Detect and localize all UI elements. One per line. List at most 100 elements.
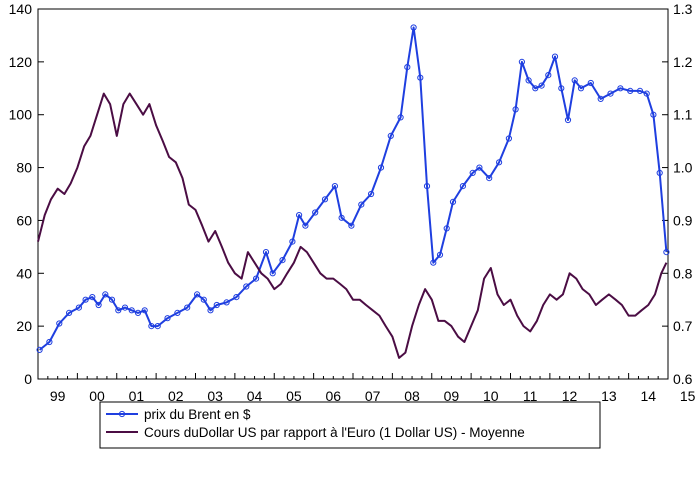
brent-point <box>643 90 650 97</box>
brent-point <box>121 304 129 311</box>
brent-point <box>627 87 634 95</box>
brent-point <box>148 323 155 330</box>
brent-point <box>469 169 476 176</box>
brent-point <box>538 82 545 89</box>
x-tick-label: 99 <box>50 388 66 404</box>
x-tick-label: 08 <box>404 388 420 404</box>
brent-point <box>194 291 201 298</box>
brent-point <box>496 159 503 166</box>
brent-point <box>321 196 329 203</box>
brent-point <box>108 296 116 303</box>
series-line-dollar <box>37 92 668 359</box>
brent-point <box>558 85 565 92</box>
brent-point <box>36 346 43 353</box>
x-tick-label: 12 <box>562 388 578 404</box>
brent-point <box>505 135 512 142</box>
brent-point <box>607 90 614 97</box>
x-tick-label: 11 <box>523 388 538 404</box>
brent-point <box>577 85 585 92</box>
brent-point <box>656 169 663 176</box>
x-tick-label: 01 <box>129 388 145 404</box>
brent-point <box>154 323 161 330</box>
plot-frame <box>37 8 669 380</box>
brent-point <box>587 79 594 87</box>
y-right-tick-label: 0.8 <box>673 265 693 281</box>
x-tick-label: 09 <box>444 388 460 404</box>
x-tick-label: 15 <box>680 388 696 404</box>
y-right-tick-label: 0.6 <box>673 371 693 387</box>
brent-point <box>512 106 519 113</box>
brent-point <box>253 275 260 282</box>
brent-point <box>89 294 96 301</box>
brent-point <box>617 85 624 92</box>
brent-point <box>443 225 450 232</box>
y-left-tick-label: 120 <box>9 54 33 70</box>
y-left-tick-label: 140 <box>9 1 33 17</box>
brent-point <box>164 315 171 322</box>
series-line-brent <box>38 26 668 351</box>
x-tick-label: 02 <box>168 388 184 404</box>
brent-point <box>525 77 532 84</box>
y-left-tick-label: 40 <box>16 265 32 281</box>
brent-point <box>82 296 89 303</box>
brent-point <box>75 304 83 311</box>
brent-point <box>56 320 63 327</box>
legend-label: prix du Brent en $ <box>144 407 251 422</box>
brent-point <box>377 164 385 171</box>
y-left-tick-label: 80 <box>16 160 32 176</box>
brent-point <box>571 77 578 84</box>
brent-point <box>233 294 240 301</box>
brent-point <box>141 307 148 314</box>
legend-label: Cours duDollar US par rapport à l'Euro (… <box>144 425 525 440</box>
brent-point <box>269 270 276 277</box>
brent-point <box>134 309 142 316</box>
brent-point <box>243 283 250 290</box>
brent-point <box>184 304 191 311</box>
brent-point <box>312 209 319 216</box>
y-right-tick-label: 0.9 <box>673 212 693 228</box>
brent-point <box>66 309 73 316</box>
brent-point <box>128 307 135 314</box>
brent-point <box>476 164 483 171</box>
y-right-tick-label: 1.3 <box>673 1 693 17</box>
brent-point <box>551 53 559 60</box>
brent-point <box>410 24 417 31</box>
x-tick-label: 05 <box>286 388 302 404</box>
y-right-tick-label: 1.1 <box>673 107 693 123</box>
brent-point <box>436 251 444 258</box>
x-tick-label: 10 <box>483 388 499 404</box>
brent-point <box>459 183 466 190</box>
brent-point <box>449 198 457 205</box>
brent-point <box>532 85 539 92</box>
x-tick-label: 04 <box>247 388 263 404</box>
brent-point <box>423 183 431 190</box>
x-tick-label: 07 <box>365 388 381 404</box>
y-left-tick-label: 0 <box>24 371 32 387</box>
x-tick-label: 06 <box>326 388 342 404</box>
x-tick-label: 00 <box>89 388 105 404</box>
brent-point <box>46 338 53 346</box>
brent-point <box>296 212 303 219</box>
brent-point <box>663 249 670 256</box>
y-left-tick-label: 20 <box>16 318 32 334</box>
brent-point <box>564 116 572 124</box>
brent-point <box>200 296 207 303</box>
brent-point <box>636 87 644 95</box>
brent-point <box>417 74 424 81</box>
y-left-tick-label: 100 <box>9 107 33 123</box>
brent-point <box>387 132 394 139</box>
x-tick-label: 03 <box>207 388 223 404</box>
brent-point <box>545 72 552 79</box>
x-tick-label: 14 <box>641 388 657 404</box>
brent-point <box>404 64 411 71</box>
brent-point <box>650 111 657 118</box>
brent-point <box>597 95 604 103</box>
y-right-tick-label: 0.7 <box>673 318 693 334</box>
brent-point <box>213 301 220 309</box>
y-right-tick-label: 1.0 <box>673 160 693 176</box>
y-right-tick-label: 1.2 <box>673 54 693 70</box>
brent-point <box>430 259 437 266</box>
brent-point <box>302 222 309 229</box>
